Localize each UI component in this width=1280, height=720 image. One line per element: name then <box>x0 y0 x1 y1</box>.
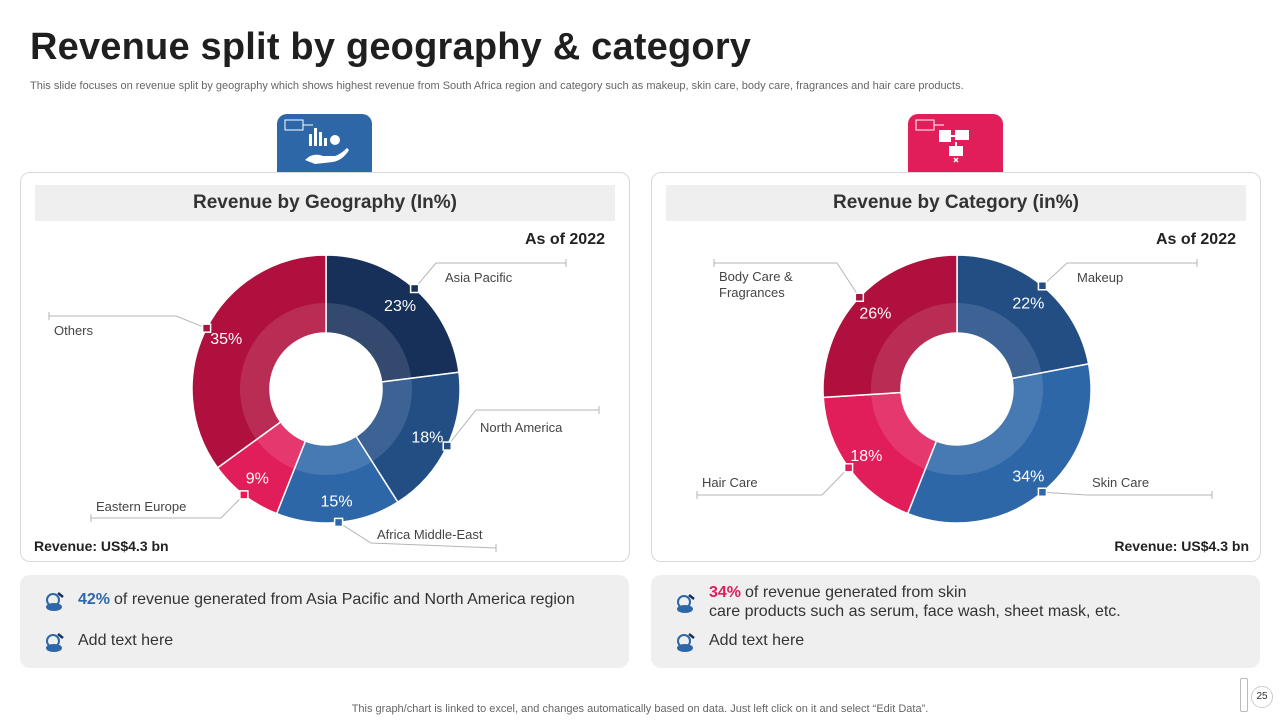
category-label: Body Care & <box>719 269 793 284</box>
category-as-of: As of 2022 <box>1155 231 1236 248</box>
geography-donut-chart[interactable]: 23% Asia Pacific 18% North America 15% Africa… <box>21 173 631 563</box>
callout-line <box>414 262 566 289</box>
slice-value-label: 18% <box>850 448 882 465</box>
geography-revenue-total: Revenue: US$4.3 bn <box>34 538 169 554</box>
note-text: of revenue generated from Asia Pacific a… <box>114 591 575 608</box>
category-label: Fragrances <box>719 285 785 300</box>
donut-inner-ring <box>871 303 957 395</box>
donut-slice[interactable] <box>354 371 461 504</box>
callout-marker <box>1037 281 1048 291</box>
bullet-check-icon <box>46 633 64 652</box>
donut-slice[interactable] <box>275 435 399 524</box>
callout-line <box>338 521 497 549</box>
category-label: Others <box>54 323 94 338</box>
callout-line <box>91 494 245 519</box>
page-number: 25 <box>1251 686 1273 708</box>
donut-inner-ring <box>925 372 1043 476</box>
donut-inner-ring <box>871 392 937 469</box>
callout-marker <box>1037 487 1048 497</box>
note-highlight: 42% <box>78 591 111 608</box>
donut-slice[interactable] <box>325 254 460 383</box>
note-item: 34% of revenue generated from skin care p… <box>675 583 1121 621</box>
slide-title: Revenue split by geography & category <box>30 26 752 68</box>
callout-line <box>49 315 207 329</box>
callout-marker <box>442 441 452 451</box>
callout-line <box>697 467 849 496</box>
category-revenue-total: Revenue: US$4.3 bn <box>1114 538 1249 554</box>
note-placeholder-text[interactable]: Add text here <box>78 632 174 649</box>
geography-icon-tab <box>277 114 372 174</box>
slice-value-label: 9% <box>246 470 269 487</box>
cosmetics-products-icon <box>915 119 969 163</box>
donut-slice[interactable] <box>822 391 938 515</box>
category-label: Eastern Europe <box>96 499 186 514</box>
category-icon-tab <box>908 114 1003 174</box>
callout-marker <box>239 490 249 500</box>
geography-as-of: As of 2022 <box>524 231 605 248</box>
donut-slice[interactable] <box>906 363 1092 524</box>
slice-value-label: 22% <box>1012 296 1044 313</box>
category-label: North America <box>480 420 563 435</box>
slice-value-label: 26% <box>859 305 891 322</box>
donut-inner-ring <box>326 303 412 382</box>
geography-chart-panel: Revenue by Geography (In%) As of 2022 23… <box>20 172 630 562</box>
donut-inner-ring <box>256 421 306 469</box>
note-item[interactable]: Add text here <box>44 632 173 654</box>
note-item: 42% of revenue generated from Asia Pacif… <box>44 591 575 613</box>
slide-subtitle: This slide focuses on revenue split by g… <box>30 80 964 92</box>
note-highlight: 34% <box>709 584 742 601</box>
callout-line <box>1042 262 1197 287</box>
category-label: Skin Care <box>1092 475 1149 490</box>
category-label: Asia Pacific <box>445 270 513 285</box>
note-text-continued: care products such as serum, face wash, … <box>709 603 1121 620</box>
callout-line <box>446 409 599 447</box>
slice-value-label: 15% <box>321 494 353 511</box>
callout-marker <box>201 323 212 333</box>
category-donut-chart[interactable]: 22% Makeup 34% Skin Care 18% Hair Care 26% Body… <box>652 173 1262 563</box>
slice-value-label: 18% <box>411 430 443 447</box>
slice-value-label: 23% <box>384 298 416 315</box>
bullet-check-icon <box>46 592 64 611</box>
callout-marker <box>843 463 854 473</box>
callout-marker <box>854 292 865 303</box>
donut-slice[interactable] <box>822 254 958 399</box>
note-item[interactable]: Add text here <box>675 632 804 654</box>
geography-chart-title: Revenue by Geography (In%) <box>35 185 615 221</box>
bullet-check-icon <box>677 633 695 652</box>
category-chart-title: Revenue by Category (in%) <box>666 185 1246 221</box>
callout-marker <box>409 283 420 294</box>
callout-line <box>1042 491 1212 496</box>
pen-icon <box>1240 678 1248 712</box>
callout-marker <box>333 517 344 528</box>
note-placeholder-text[interactable]: Add text here <box>709 632 805 649</box>
category-label: Makeup <box>1077 270 1123 285</box>
category-notes-box: 34% of revenue generated from skin care p… <box>651 575 1260 668</box>
geography-notes-box: 42% of revenue generated from Asia Pacif… <box>20 575 629 668</box>
category-label: Hair Care <box>702 475 758 490</box>
donut-inner-ring <box>356 378 412 462</box>
donut-inner-ring <box>294 436 373 475</box>
note-text: of revenue generated from skin <box>745 584 967 601</box>
slice-value-label: 35% <box>210 331 242 348</box>
donut-slice[interactable] <box>191 254 327 469</box>
slide-footer: This graph/chart is linked to excel, and… <box>351 703 929 715</box>
donut-slice[interactable] <box>956 254 1090 380</box>
donut-inner-ring <box>240 303 326 440</box>
category-chart-panel: Revenue by Category (in%) As of 2022 22%… <box>651 172 1261 562</box>
donut-inner-ring <box>957 303 1042 379</box>
category-label: Africa Middle-East <box>377 527 483 542</box>
callout-line <box>714 262 860 298</box>
revenue-hand-chart-icon <box>284 119 349 164</box>
bullet-check-icon <box>677 594 695 613</box>
slice-value-label: 34% <box>1012 468 1044 485</box>
